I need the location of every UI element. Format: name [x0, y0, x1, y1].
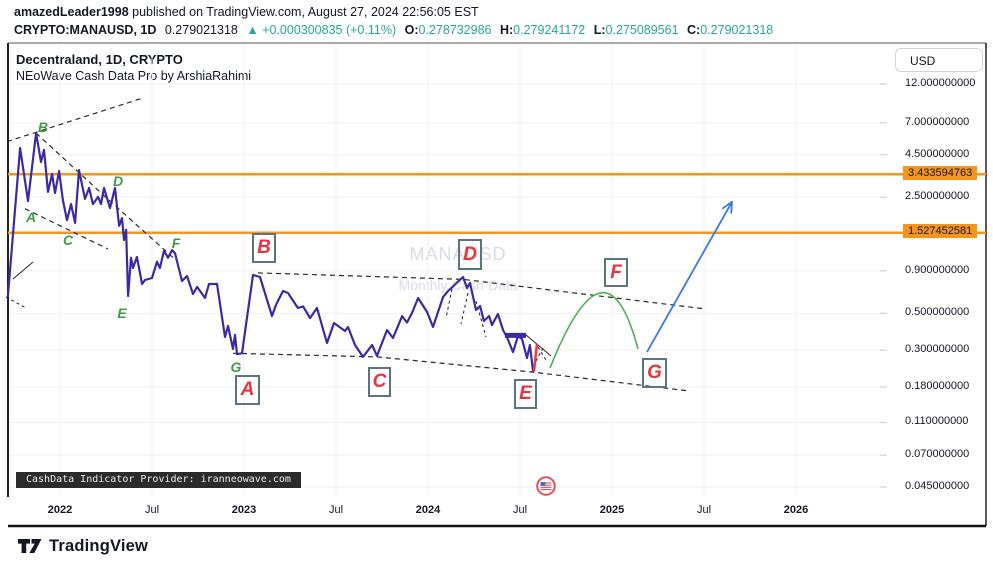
low-value: 0.275089561 — [605, 23, 679, 37]
publish-line: amazedLeader1998 published on TradingVie… — [14, 5, 479, 19]
annotation-dash — [460, 292, 469, 325]
tradingview-logo[interactable]: TradingView — [18, 536, 148, 556]
price-series-line — [6, 131, 535, 373]
symbol-name: CRYPTO:MANAUSD, 1D — [14, 23, 157, 37]
annotation-dash — [5, 296, 27, 309]
indicator-title: NEoWave Cash Data Pro by ArshiaRahimi — [16, 69, 252, 83]
provider-badge: CashData Indicator Provider: iranneowave… — [16, 472, 301, 488]
tradingview-logo-text: TradingView — [49, 536, 149, 555]
dashed-trendline — [257, 272, 704, 310]
annotation-dash — [537, 346, 547, 361]
price-change: +0.000300835 (+0.11%) — [262, 23, 397, 37]
projection-arc — [549, 291, 639, 369]
chart-title: Decentraland, 1D, CRYPTO — [16, 52, 183, 67]
close-value: 0.279021318 — [700, 23, 774, 37]
high-value: 0.279241172 — [513, 23, 586, 37]
close-label: C: — [687, 23, 701, 37]
projection-arrow — [646, 201, 733, 353]
publish-info: published on TradingView.com, August 27,… — [128, 5, 479, 19]
dashed-trendline — [24, 208, 109, 250]
annotation-line — [12, 261, 34, 280]
dashed-trendline — [6, 97, 144, 143]
annotation-dash — [445, 288, 453, 319]
usa-flag-icon — [536, 476, 556, 496]
chart-legend: Decentraland, 1D, CRYPTO NEoWave Cash Da… — [16, 51, 251, 85]
author-name[interactable]: amazedLeader1998 — [14, 5, 129, 19]
low-label: L: — [593, 23, 606, 37]
high-label: H: — [499, 23, 514, 37]
open-value: 0.278732986 — [418, 23, 492, 37]
last-price: 0.279021318 — [164, 23, 238, 37]
dashed-trendline — [232, 352, 691, 392]
currency-axis-button[interactable]: USD — [895, 48, 983, 72]
projection-arrow-head — [722, 201, 733, 210]
up-arrow-icon: ▲ — [246, 23, 259, 37]
projection-arrow-head — [730, 201, 733, 214]
open-label: O: — [404, 23, 419, 37]
tradingview-mark-icon — [18, 538, 42, 553]
quote-line: CRYPTO:MANAUSD, 1D 0.279021318 ▲ +0.0003… — [14, 23, 773, 37]
current-price-tick — [532, 343, 539, 372]
annotation-line — [525, 334, 552, 357]
